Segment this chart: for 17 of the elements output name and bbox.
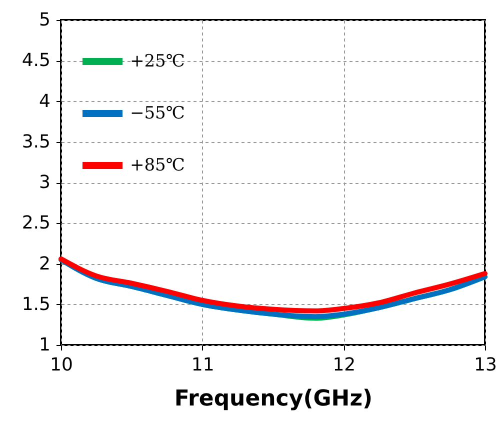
x-tick-label: 11 — [191, 354, 214, 376]
y-tick-label: 3 — [39, 172, 50, 193]
y-tick-label: 1 — [39, 334, 50, 356]
y-tick-label: 2 — [39, 253, 50, 274]
y-tick-label: 3.5 — [22, 131, 50, 152]
x-tick-label: 10 — [50, 354, 73, 376]
x-tick-label: 12 — [332, 354, 356, 376]
x-axis-title: Frequency(GHz) — [174, 386, 373, 412]
x-tick-label: 13 — [474, 354, 497, 376]
y-tick-label: 1.5 — [22, 294, 50, 315]
legend-label: +25℃ — [130, 52, 185, 72]
y-tick-label: 2.5 — [22, 212, 50, 234]
y-tick-label: 5 — [39, 10, 50, 30]
y-tick-label: 4 — [39, 90, 50, 112]
legend-label: −55℃ — [130, 104, 185, 124]
y-tick-label: 4.5 — [22, 50, 50, 72]
legend-label: +85℃ — [130, 156, 185, 176]
